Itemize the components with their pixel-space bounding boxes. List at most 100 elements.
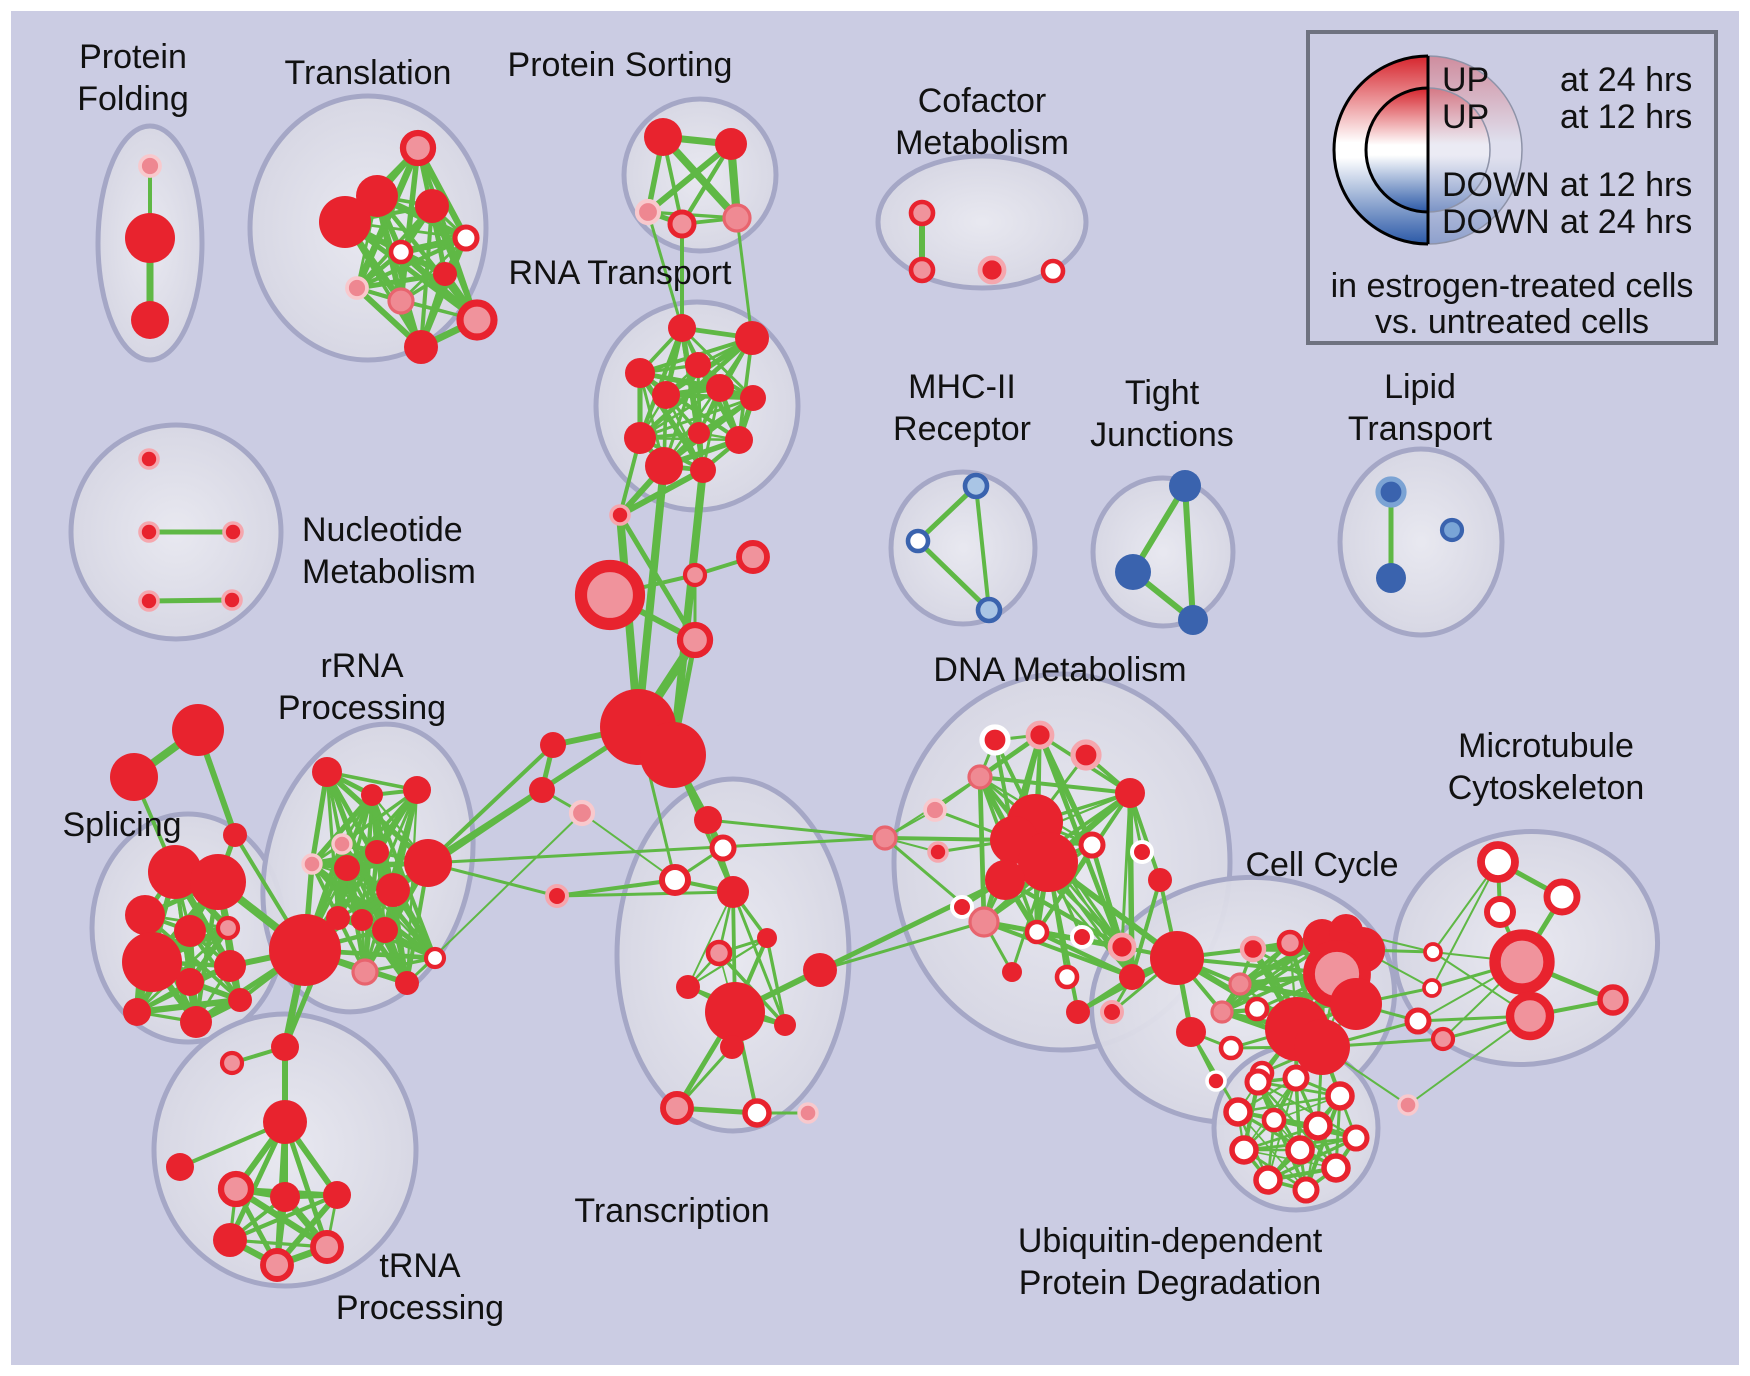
gene-node-t5: [452, 224, 480, 252]
gene-node-sp6: [122, 932, 182, 992]
gene-node-tj3: [1178, 605, 1208, 635]
gene-node-rr9: [376, 873, 410, 907]
gene-node-sp4: [174, 915, 206, 947]
gene-node-t8: [345, 276, 369, 300]
edge: [617, 512, 698, 643]
edge: [817, 877, 1008, 973]
edge: [669, 466, 707, 759]
cluster-ellipse-mhc-ii-receptor: [888, 469, 1038, 627]
gene-node-ps2: [715, 128, 747, 160]
gene-node-dm20: [1054, 964, 1080, 990]
cluster-label-nucleotide-metabolism: Nucleotide Metabolism: [302, 511, 476, 591]
gene-node-tn7: [323, 1181, 351, 1209]
gene-node-nm2: [138, 521, 160, 543]
gene-node-rt1: [668, 314, 696, 342]
gene-node-mt10: [1430, 1026, 1456, 1052]
gene-node-dm17: [1070, 925, 1094, 949]
gene-node-rr8: [404, 839, 452, 887]
gene-node-nm3: [222, 521, 244, 543]
gene-node-pf3: [131, 301, 169, 339]
gene-node-ub8: [1229, 1135, 1259, 1165]
edge: [309, 769, 330, 867]
gene-node-cf4: [1040, 258, 1066, 284]
gene-node-rt2: [735, 321, 769, 355]
gene-node-t3: [319, 196, 371, 248]
cluster-ellipse-lipid-transport: [1337, 446, 1505, 638]
legend-left-half: [1332, 54, 1428, 246]
gene-node-rt11: [645, 447, 683, 485]
gene-node-ub3: [1325, 1081, 1355, 1111]
gene-node-mt5: [1489, 929, 1555, 995]
gene-node-dm4: [967, 764, 993, 790]
gene-node-cf2: [908, 256, 936, 284]
gene-node-tx7: [676, 975, 700, 999]
gene-node-tn1: [263, 1100, 307, 1144]
legend-row-label: DOWN: [1442, 203, 1550, 241]
gene-node-mt4: [1423, 942, 1443, 962]
label-layer: Protein Folding Translation Protein Sorting…: [62, 38, 1644, 1327]
gene-node-dm14: [950, 895, 974, 919]
cluster-label-lipid-transport: Lipid Transport: [1348, 368, 1493, 448]
gene-node-h1: [574, 559, 646, 631]
edge: [1431, 861, 1499, 989]
gene-node-dm6: [1115, 778, 1145, 808]
legend-row-label: DOWN: [1442, 166, 1550, 204]
node-layer: [110, 118, 1629, 1282]
cluster-label-ubiquitin-degradation: Ubiquitin-dependent Protein Degradation: [1018, 1222, 1323, 1302]
edge: [1034, 929, 1135, 980]
gene-node-h2: [682, 562, 708, 588]
gene-node-mt2: [1543, 878, 1581, 916]
gene-node-cc16: [1205, 1070, 1227, 1092]
edge: [977, 774, 987, 925]
cluster-label-splicing: Splicing: [62, 806, 181, 844]
gene-node-sp2: [190, 854, 246, 910]
edge: [687, 891, 734, 988]
gene-node-ub10: [1321, 1153, 1351, 1183]
gene-node-ub2: [1282, 1064, 1310, 1092]
gene-node-h10: [609, 504, 631, 526]
gene-node-tn4: [219, 1050, 245, 1076]
legend-row-time: at 12 hrs: [1560, 166, 1692, 204]
gene-node-dm22: [1066, 1000, 1090, 1024]
gene-node-cc11: [1244, 996, 1270, 1022]
gene-node-ub12: [1292, 1176, 1320, 1204]
gene-node-dm0: [872, 825, 898, 851]
gene-node-dm9: [1018, 832, 1078, 892]
gene-node-tn6: [270, 1182, 300, 1212]
gene-node-dm5: [923, 798, 947, 822]
edge: [706, 818, 887, 840]
gene-node-tx12: [660, 1091, 694, 1125]
gene-node-tx3: [659, 864, 691, 896]
gene-node-mt7: [1505, 991, 1555, 1041]
gene-node-cc12: [1228, 972, 1252, 996]
gene-node-mt8: [1597, 984, 1629, 1016]
gene-node-t9: [387, 287, 415, 315]
gene-node-t1: [399, 129, 437, 167]
gene-node-rr2: [361, 784, 383, 806]
gene-node-rt4: [685, 352, 711, 378]
gene-node-rr4: [331, 833, 353, 855]
gene-node-h7: [540, 732, 566, 758]
edge: [915, 483, 979, 544]
gene-node-tx8: [803, 953, 837, 987]
cluster-label-rna-transport: RNA Transport: [509, 254, 733, 292]
legend-row-label: UP: [1442, 98, 1489, 136]
cluster-ellipse-cofactor-metabolism: [875, 153, 1089, 291]
gene-node-ps5: [722, 203, 752, 233]
edge: [637, 335, 755, 441]
gene-node-h9: [568, 799, 596, 827]
cluster-label-protein-sorting: Protein Sorting: [508, 46, 733, 84]
cluster-label-protein-folding: Protein Folding: [77, 38, 189, 118]
cluster-label-cell-cycle: Cell Cycle: [1245, 846, 1398, 884]
gene-node-ub6: [1303, 1111, 1333, 1141]
edge: [398, 145, 421, 304]
gene-node-ps3: [634, 198, 662, 226]
gene-node-tr1: [172, 704, 224, 756]
edge: [638, 396, 755, 440]
gene-node-h4: [676, 621, 714, 659]
gene-node-ps4: [667, 209, 697, 239]
gene-node-t4: [415, 189, 449, 223]
gene-node-rt7: [740, 385, 766, 411]
gene-node-tr3: [223, 823, 247, 847]
legend-caption-line: in estrogen-treated cells: [1331, 267, 1694, 305]
